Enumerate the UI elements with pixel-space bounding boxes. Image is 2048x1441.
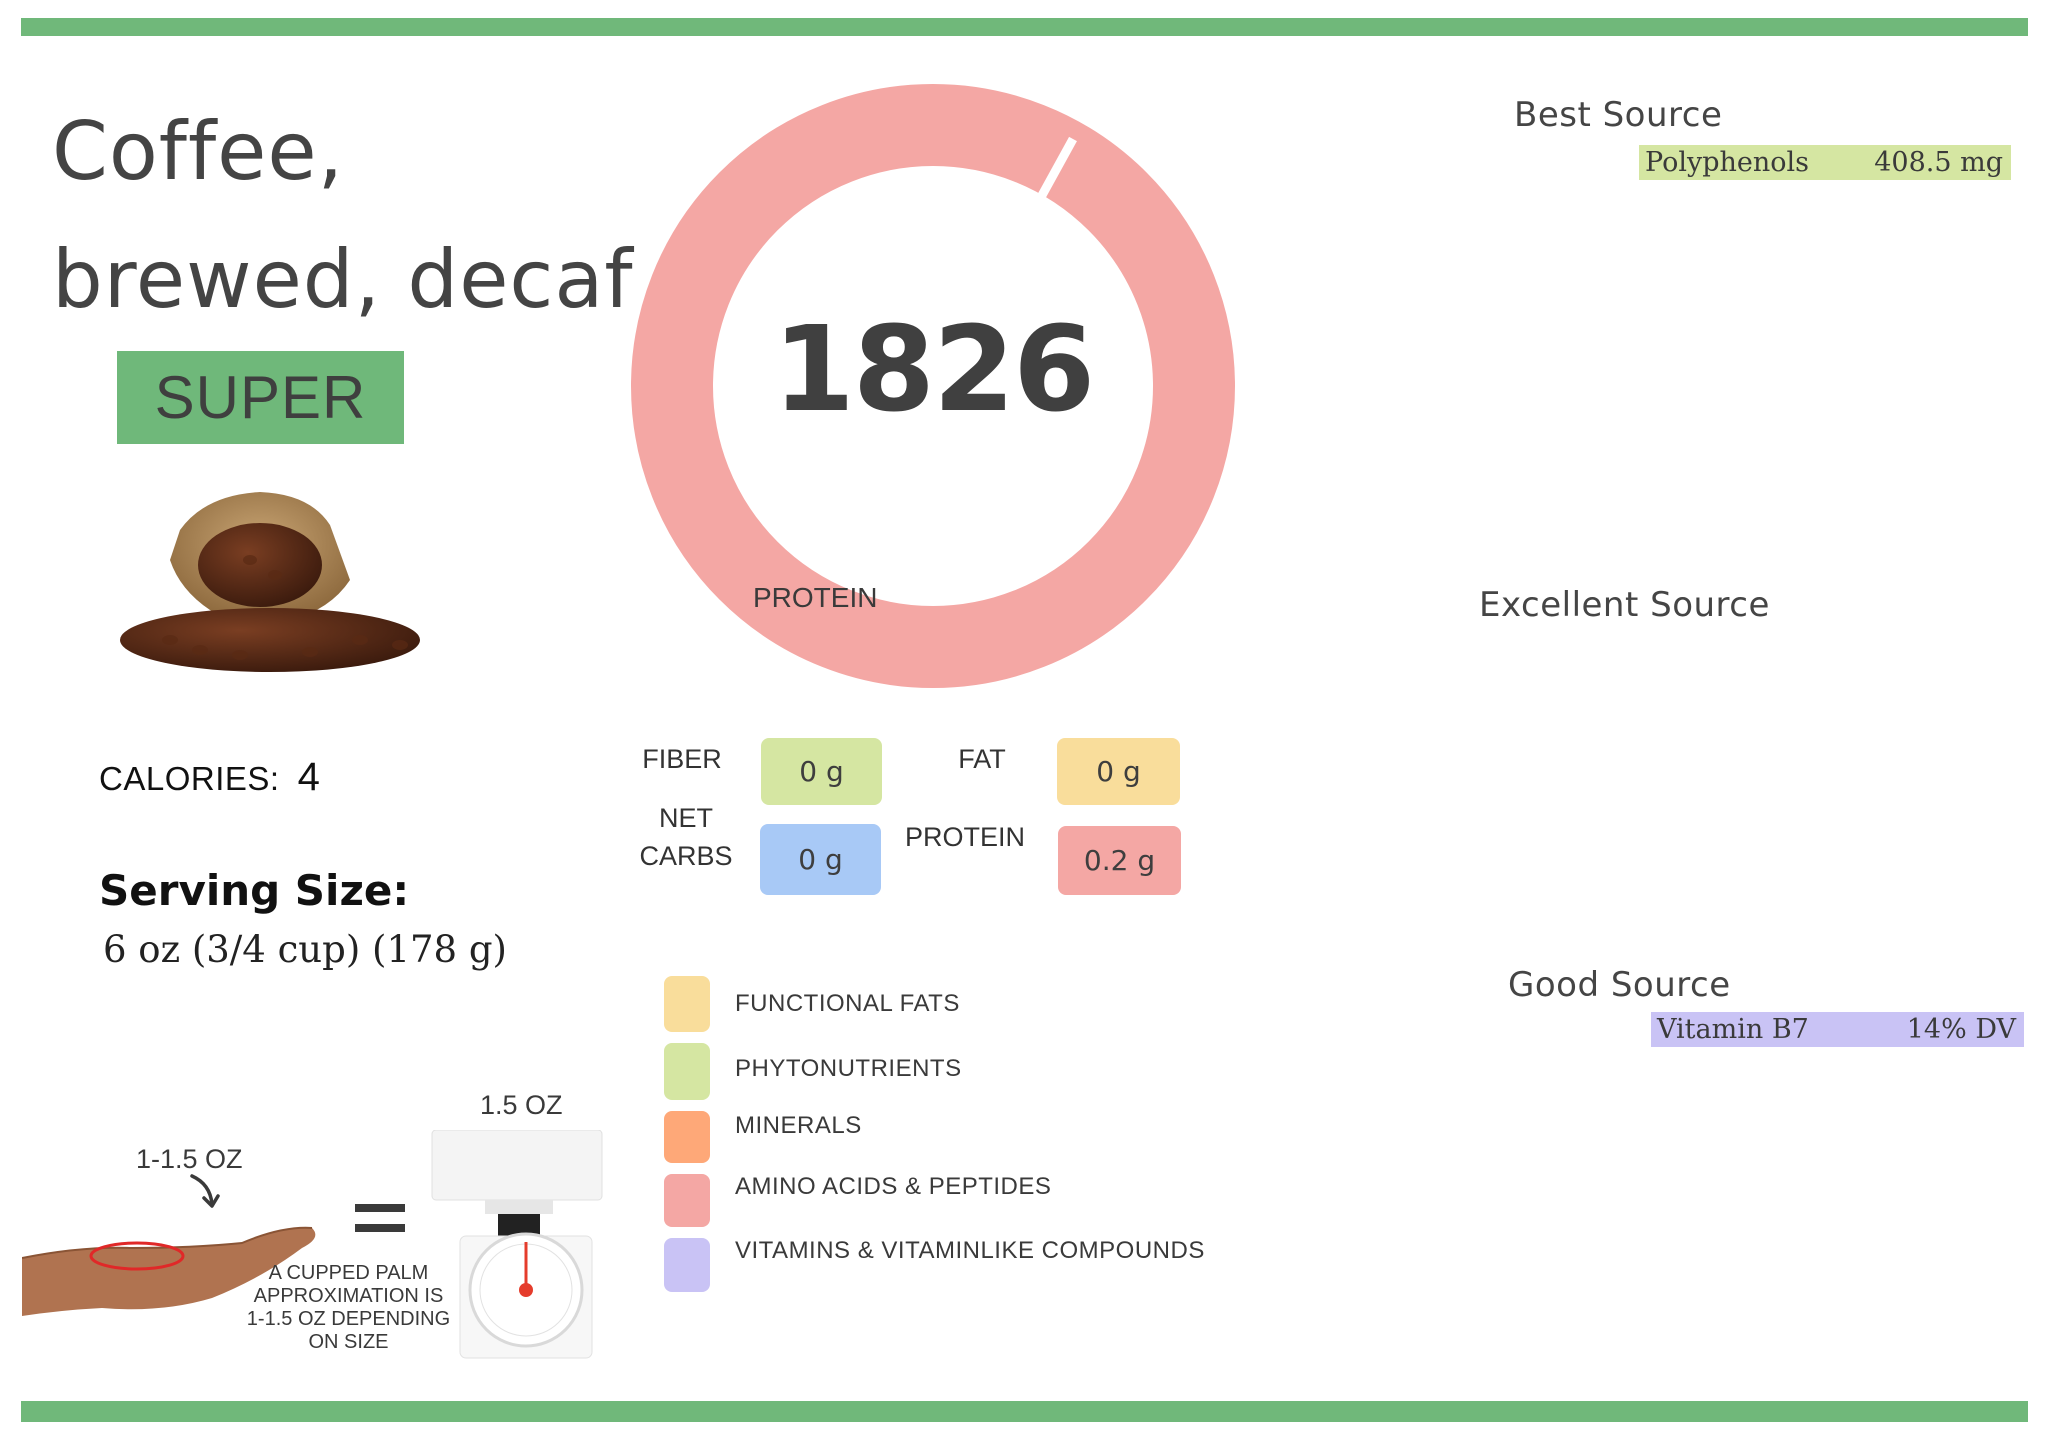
caption-line: 1-1.5 OZ DEPENDING	[246, 1308, 451, 1330]
excellent-source-heading: Excellent Source	[1479, 585, 1770, 625]
net-carbs-label-line1: NET	[659, 803, 713, 833]
caption-line: ON SIZE	[308, 1331, 389, 1353]
rating-badge: SUPER	[117, 351, 404, 444]
protein-value: 0.2 g	[1058, 826, 1181, 895]
legend-swatch-functional-fats	[664, 976, 710, 1032]
caption-line: APPROXIMATION IS	[253, 1285, 444, 1307]
scale-amount-label: 1.5 OZ	[480, 1090, 563, 1120]
equals-sign	[355, 1204, 405, 1236]
fiber-value: 0 g	[761, 738, 882, 805]
legend-label-minerals: MINERALS	[735, 1112, 862, 1139]
good-source-item-name: Vitamin B7	[1657, 1014, 1809, 1045]
fiber-label: FIBER	[642, 744, 722, 774]
food-title-line1: Coffee,	[52, 105, 344, 198]
legend-label-functional-fats: FUNCTIONAL FATS	[735, 990, 960, 1017]
palm-approximation-caption: A CUPPED PALM APPROXIMATION IS 1-1.5 OZ …	[236, 1262, 461, 1354]
calories-label: CALORIES:	[99, 760, 280, 797]
top-accent-bar	[21, 18, 2028, 36]
donut-segment-label: PROTEIN	[753, 582, 878, 613]
fat-value: 0 g	[1057, 738, 1180, 805]
legend-swatch-vitamins	[664, 1238, 710, 1292]
calories: CALORIES: 4	[99, 755, 320, 800]
food-title: Coffee, brewed, decaf	[52, 88, 634, 344]
fat-label: FAT	[958, 744, 1006, 774]
best-source-heading: Best Source	[1514, 95, 1723, 135]
caption-line: A CUPPED PALM	[268, 1262, 429, 1284]
best-source-item-value: 408.5 mg	[1874, 147, 2003, 178]
donut-segment-protein	[631, 84, 1235, 688]
good-source-item: Vitamin B7 14% DV	[1651, 1012, 2024, 1047]
donut-center-value: 1826	[772, 300, 1095, 438]
serving-size-heading: Serving Size:	[99, 866, 410, 915]
legend-swatch-phytonutrients	[664, 1043, 710, 1100]
legend-swatch-minerals	[664, 1111, 710, 1163]
best-source-item: Polyphenols 408.5 mg	[1639, 145, 2011, 180]
coffee-beans-image	[120, 492, 420, 672]
serving-size-value: 6 oz (3/4 cup) (178 g)	[103, 928, 507, 971]
nutrient-donut-chart	[631, 84, 1235, 688]
curved-arrow-icon	[190, 1174, 220, 1208]
best-source-item-name: Polyphenols	[1645, 147, 1810, 178]
good-source-heading: Good Source	[1508, 965, 1731, 1005]
protein-label: PROTEIN	[904, 822, 1025, 852]
food-title-line2: brewed, decaf	[52, 233, 634, 326]
kitchen-scale-image	[431, 1130, 603, 1359]
calories-value: 4	[297, 755, 320, 799]
net-carbs-value: 0 g	[760, 824, 881, 895]
legend-swatch-amino-acids	[664, 1174, 710, 1227]
palm-amount-label: 1-1.5 OZ	[136, 1144, 243, 1174]
good-source-item-value: 14% DV	[1906, 1014, 2016, 1045]
cupped-hand-image	[22, 1226, 316, 1316]
rating-badge-label: SUPER	[154, 364, 367, 431]
legend-label-vitamins: VITAMINS & VITAMINLIKE COMPOUNDS	[735, 1237, 1205, 1264]
donut-gap	[1025, 136, 1077, 222]
net-carbs-label: NET CARBS	[626, 799, 746, 875]
bottom-accent-bar	[21, 1401, 2028, 1422]
net-carbs-label-line2: CARBS	[639, 841, 733, 871]
legend-label-amino-acids: AMINO ACIDS & PEPTIDES	[735, 1173, 1052, 1200]
legend-label-phytonutrients: PHYTONUTRIENTS	[735, 1055, 962, 1082]
